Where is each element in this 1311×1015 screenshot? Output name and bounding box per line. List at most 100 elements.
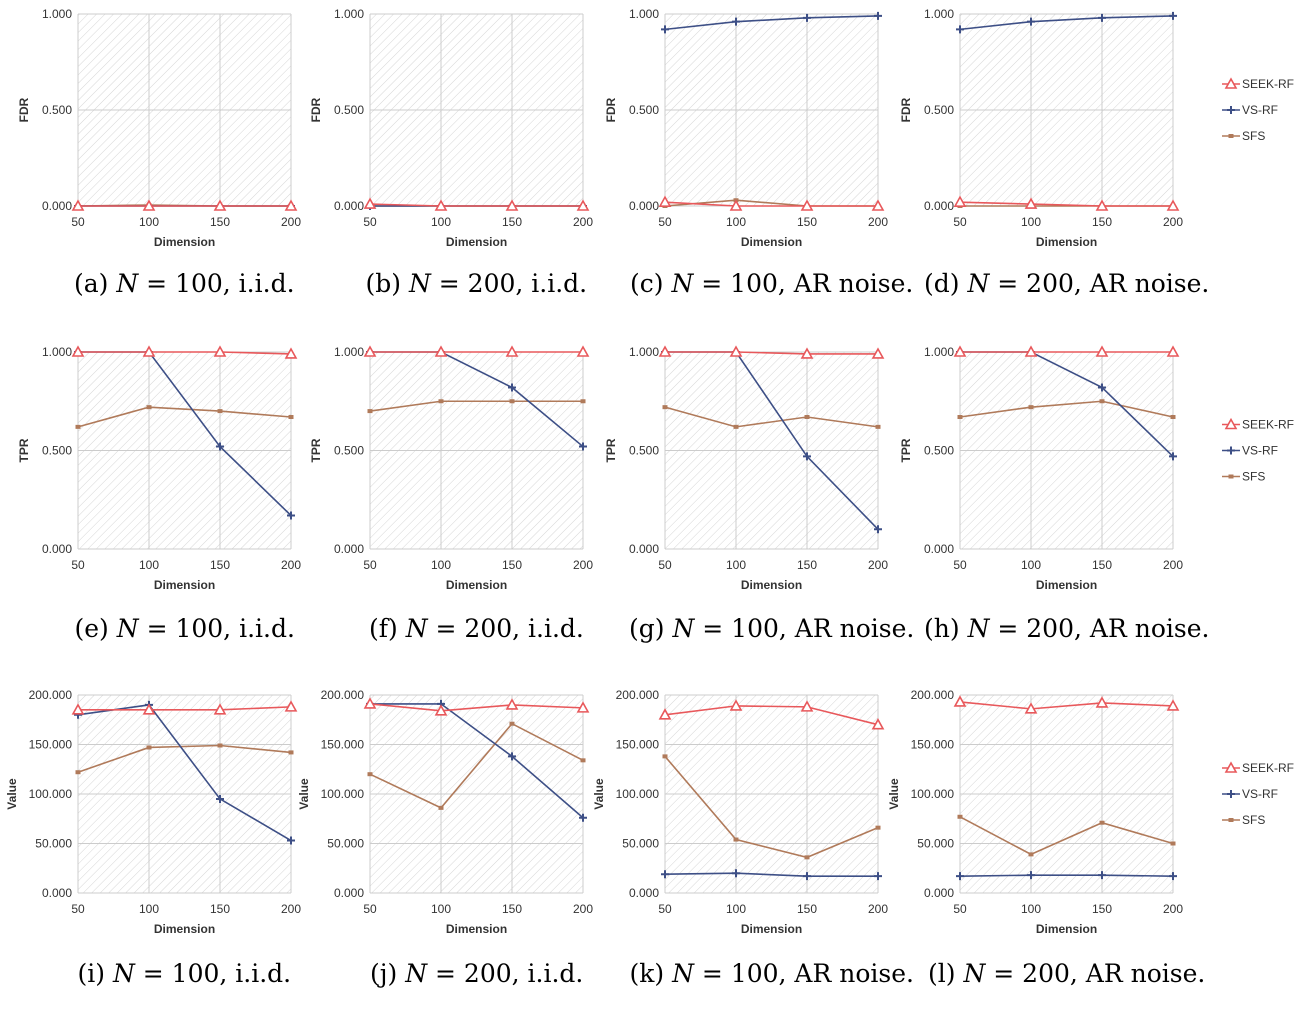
data-point-vs-rf xyxy=(1169,452,1177,461)
legend-marker xyxy=(1227,790,1235,798)
figure-caption: (i) N = 100, i.i.d. xyxy=(78,959,292,988)
chart-panel: 0.000 0.500 1.000 50 100 150 200 Dimension TPR SE… xyxy=(899,345,1294,592)
y-tick-label: 50.000 xyxy=(917,837,954,851)
x-tick-label: 100 xyxy=(431,558,451,572)
x-tick-label: 50 xyxy=(363,215,377,229)
data-point-seek-rf xyxy=(871,718,885,730)
y-tick-label: 0.000 xyxy=(334,199,364,213)
y-tick-label: 0.500 xyxy=(629,444,659,458)
caption-variable: N xyxy=(672,959,694,988)
x-tick-label: 100 xyxy=(139,215,159,229)
x-tick-label: 50 xyxy=(363,558,377,572)
x-axis-label: Dimension xyxy=(1036,922,1097,936)
y-tick-label: 1.000 xyxy=(42,7,72,21)
figure-caption: (c) N = 100, AR noise. xyxy=(630,269,913,298)
data-point-vs-rf xyxy=(803,13,811,22)
legend-label: VS-RF xyxy=(1242,103,1278,117)
data-point-seek-rf xyxy=(363,697,377,709)
data-point-sfs xyxy=(1099,399,1105,404)
caption-text: = 200, i.i.d. xyxy=(427,614,584,643)
caption-variable: N xyxy=(967,614,990,643)
y-tick-label: 200.000 xyxy=(616,688,660,702)
figure-caption: (l) N = 200, AR noise. xyxy=(928,959,1205,988)
data-point-vs-rf xyxy=(1098,13,1106,22)
caption-text: = 100, i.i.d. xyxy=(138,614,295,643)
data-point-sfs xyxy=(1170,841,1176,846)
data-point-vs-rf xyxy=(874,872,882,881)
data-point-sfs xyxy=(804,855,810,860)
data-point-seek-rf xyxy=(576,345,590,357)
y-tick-label: 1.000 xyxy=(924,7,954,21)
data-point-seek-rf xyxy=(71,703,85,715)
data-point-seek-rf xyxy=(1095,199,1109,211)
y-tick-label: 50.000 xyxy=(35,837,72,851)
y-tick-label: 0.000 xyxy=(924,199,954,213)
caption-variable: N xyxy=(671,269,694,298)
data-point-seek-rf xyxy=(505,345,519,357)
legend-marker xyxy=(1228,134,1234,138)
chart-panel: 0.000 0.500 1.000 50 100 150 200 Dimension FDR SE… xyxy=(899,7,1294,249)
caption-variable: N xyxy=(405,614,428,643)
data-point-seek-rf xyxy=(142,703,156,715)
data-point-vs-rf xyxy=(874,11,882,20)
y-tick-label: 150.000 xyxy=(911,738,955,752)
data-point-sfs xyxy=(804,415,810,420)
x-tick-label: 50 xyxy=(71,215,85,229)
caption-text: = 100, AR noise. xyxy=(694,614,915,643)
caption-variable: N xyxy=(408,269,431,298)
data-point-seek-rf xyxy=(363,345,377,357)
caption-label: (i) xyxy=(77,959,113,988)
x-tick-label: 50 xyxy=(71,558,85,572)
data-point-vs-rf xyxy=(287,511,295,520)
y-tick-label: 0.000 xyxy=(629,886,659,900)
data-point-sfs xyxy=(662,405,668,410)
data-point-vs-rf xyxy=(287,836,295,845)
data-point-vs-rf xyxy=(661,25,669,34)
y-tick-label: 0.000 xyxy=(42,199,72,213)
data-point-sfs xyxy=(146,405,152,410)
x-tick-label: 200 xyxy=(281,215,301,229)
data-point-sfs xyxy=(580,399,586,404)
x-tick-label: 100 xyxy=(1021,215,1041,229)
y-tick-label: 1.000 xyxy=(334,7,364,21)
data-point-seek-rf xyxy=(71,199,85,211)
data-point-vs-rf xyxy=(1098,871,1106,880)
data-point-seek-rf xyxy=(1166,199,1180,211)
series-line-sfs xyxy=(664,755,879,859)
x-tick-label: 50 xyxy=(658,902,672,916)
data-point-sfs xyxy=(509,721,515,726)
data-point-sfs xyxy=(1028,405,1034,410)
y-tick-label: 0.500 xyxy=(629,103,659,117)
data-point-vs-rf xyxy=(732,17,740,26)
y-axis-label: TPR xyxy=(899,438,913,462)
caption-variable: N xyxy=(963,959,986,988)
x-axis-label: Dimension xyxy=(446,922,507,936)
data-point-seek-rf xyxy=(1024,197,1038,209)
x-axis-label: Dimension xyxy=(741,578,802,592)
y-tick-label: 150.000 xyxy=(321,738,365,752)
data-point-seek-rf xyxy=(434,345,448,357)
y-tick-label: 0.500 xyxy=(924,444,954,458)
data-point-seek-rf xyxy=(284,700,298,712)
series-line-sfs xyxy=(369,722,584,809)
x-axis-label: Dimension xyxy=(446,578,507,592)
caption-variable: N xyxy=(116,614,139,643)
data-point-seek-rf xyxy=(576,199,590,211)
data-point-sfs xyxy=(367,409,373,414)
data-point-vs-rf xyxy=(1027,17,1035,26)
data-point-seek-rf xyxy=(658,708,672,720)
x-tick-label: 50 xyxy=(363,902,377,916)
series-line-sfs xyxy=(664,406,879,428)
y-axis-label: TPR xyxy=(604,438,618,462)
y-tick-label: 1.000 xyxy=(629,345,659,359)
x-tick-label: 50 xyxy=(658,558,672,572)
data-point-sfs xyxy=(509,399,515,404)
figure-caption: (a) N = 100, i.i.d. xyxy=(74,269,295,298)
data-point-seek-rf xyxy=(434,704,448,716)
y-tick-label: 0.000 xyxy=(42,542,72,556)
data-point-vs-rf xyxy=(216,794,224,803)
data-point-seek-rf xyxy=(953,345,967,357)
caption-text: = 200, AR noise. xyxy=(985,959,1206,988)
data-point-sfs xyxy=(957,415,963,420)
data-point-vs-rf xyxy=(508,383,516,392)
